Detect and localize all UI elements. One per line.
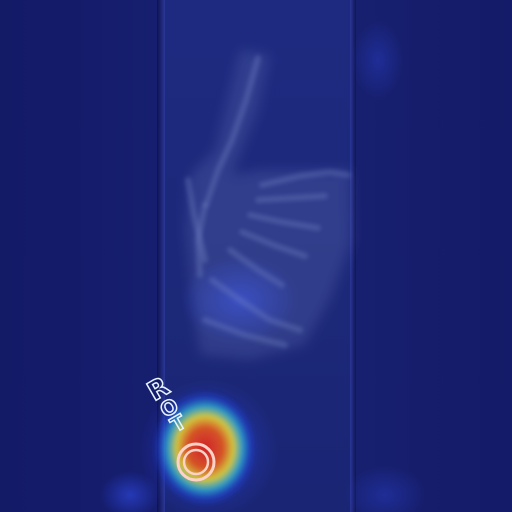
hand-soft-tissue — [186, 50, 352, 360]
glow-right-bottom — [345, 465, 425, 512]
glow-right-top — [352, 20, 404, 100]
marker-ring-inner — [182, 448, 210, 476]
marker-ring-outer — [176, 442, 216, 482]
film-edge-right — [350, 0, 356, 512]
background-left — [0, 0, 157, 512]
film-edge-left — [157, 0, 165, 512]
glow-left-bottom — [100, 471, 160, 512]
marker-letter-t: T — [166, 409, 191, 438]
